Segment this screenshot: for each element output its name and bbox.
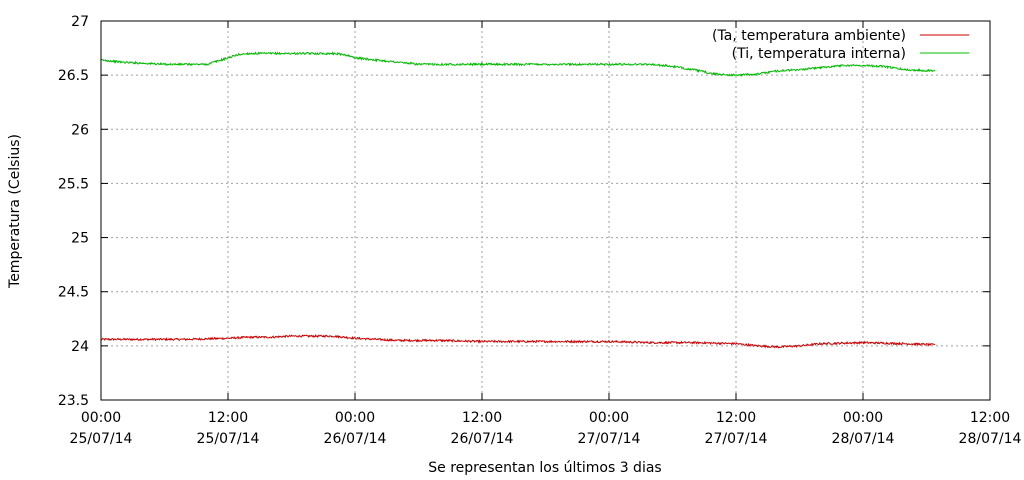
y-tick-label: 25 — [71, 231, 89, 247]
x-tick-date-label: 27/07/14 — [578, 431, 641, 447]
x-tick-date-label: 26/07/14 — [451, 431, 514, 447]
y-tick-label: 27 — [71, 14, 89, 30]
x-tick-time-label: 00:00 — [843, 410, 883, 426]
x-tick-time-label: 12:00 — [716, 410, 756, 426]
y-tick-label: 23.5 — [58, 393, 89, 409]
y-axis-label: Temperatura (Celsius) — [7, 134, 23, 289]
legend-label: (Ti, temperatura interna) — [732, 46, 906, 62]
x-tick-date-label: 25/07/14 — [70, 431, 133, 447]
x-tick-date-label: 26/07/14 — [324, 431, 387, 447]
x-tick-time-label: 12:00 — [462, 410, 502, 426]
y-tick-label: 24.5 — [58, 285, 89, 301]
legend: (Ta, temperatura ambiente) (Ti, temperatu… — [712, 28, 969, 62]
y-tick-label: 26.5 — [58, 68, 89, 84]
x-tick-time-label: 00:00 — [335, 410, 375, 426]
x-tick-date-label: 28/07/14 — [832, 431, 895, 447]
x-tick-time-label: 00:00 — [81, 410, 121, 426]
x-tick-time-label: 12:00 — [208, 410, 248, 426]
plot-frame — [100, 20, 991, 401]
x-tick-labels: 00:00 25/07/14 12:00 25/07/14 00:00 26/07/14 1… — [70, 410, 1022, 447]
x-tick-time-label: 00:00 — [589, 410, 629, 426]
y-tick-label: 25.5 — [58, 176, 89, 192]
x-tick-date-label: 25/07/14 — [197, 431, 260, 447]
series-layer — [100, 51, 936, 349]
series-line-ta — [100, 333, 936, 349]
y-tick-label: 24 — [71, 339, 89, 355]
legend-label: (Ta, temperatura ambiente) — [712, 28, 906, 44]
x-tick-date-label: 28/07/14 — [959, 431, 1022, 447]
ticks — [100, 20, 991, 401]
series-line-ti — [100, 51, 936, 78]
x-axis-label: Se representan los últimos 3 dias — [428, 460, 661, 476]
x-tick-date-label: 27/07/14 — [705, 431, 768, 447]
y-tick-label: 26 — [71, 122, 89, 138]
x-tick-time-label: 12:00 — [970, 410, 1010, 426]
grid — [101, 21, 990, 400]
y-tick-labels: 23.5 24 24.5 25 25.5 26 26.5 27 — [58, 14, 89, 409]
